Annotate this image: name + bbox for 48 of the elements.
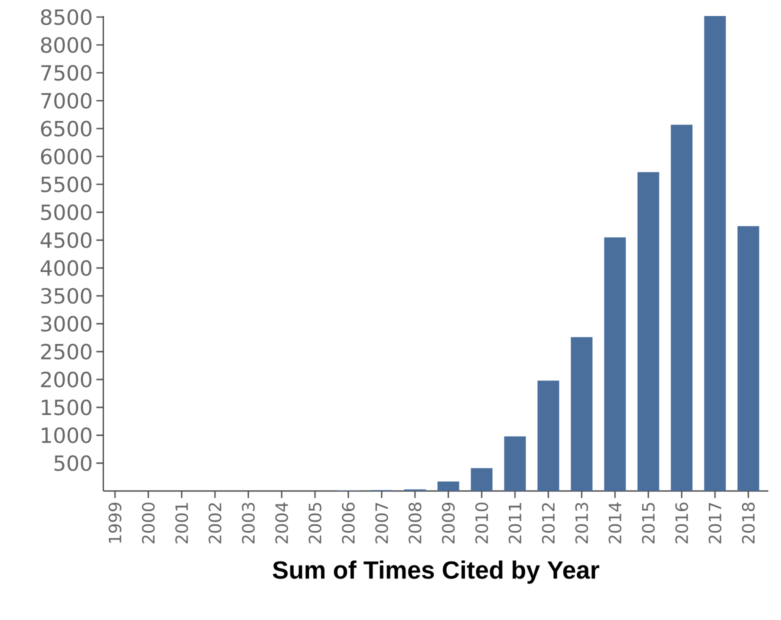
y-tick-label: 8000 bbox=[41, 37, 92, 53]
y-tick-label: 3000 bbox=[41, 316, 92, 332]
x-tick-label: 2004 bbox=[275, 502, 288, 544]
x-tick-label: 1999 bbox=[108, 502, 122, 543]
y-tick-label: 2000 bbox=[41, 372, 92, 388]
x-tick-label: 2012 bbox=[542, 503, 555, 544]
y-tick-label: 7500 bbox=[41, 64, 92, 81]
x-tick-label: 2000 bbox=[142, 502, 155, 544]
y-tick-label: 7000 bbox=[41, 92, 92, 109]
y-tick-label: 3500 bbox=[41, 288, 92, 304]
x-tick-label: 2002 bbox=[208, 503, 222, 544]
x-tick-label: 2014 bbox=[608, 502, 622, 544]
bar bbox=[438, 482, 460, 491]
bar bbox=[504, 436, 526, 491]
bar bbox=[670, 124, 693, 491]
x-tick-label: 2009 bbox=[442, 502, 455, 544]
x-tick-label: 2007 bbox=[375, 502, 388, 544]
y-tick-label: 5500 bbox=[41, 176, 92, 192]
x-tick-label: 2001 bbox=[175, 503, 188, 544]
y-tick-label: 6500 bbox=[41, 120, 92, 137]
x-tick-label: 2003 bbox=[242, 502, 255, 544]
y-tick-label: 1500 bbox=[42, 399, 92, 416]
x-tick-label: 2006 bbox=[342, 502, 355, 544]
x-tick-label: 2018 bbox=[742, 502, 755, 544]
bar bbox=[738, 226, 760, 491]
bar bbox=[604, 237, 626, 491]
x-tick-label: 2016 bbox=[675, 502, 688, 544]
bar bbox=[704, 16, 726, 491]
y-tick-label: 6000 bbox=[41, 148, 92, 164]
x-tick-label: 2017 bbox=[708, 502, 722, 544]
y-tick-label: 2500 bbox=[41, 344, 92, 360]
y-tick-label: 4500 bbox=[40, 232, 92, 248]
y-tick-label: 5000 bbox=[41, 204, 92, 220]
x-tick-label: 2011 bbox=[508, 503, 522, 544]
text: Sum of Times Cited by Year bbox=[272, 560, 600, 584]
bar bbox=[570, 337, 593, 491]
x-tick-label: 2013 bbox=[575, 502, 588, 544]
y-tick-label: 8500 bbox=[41, 9, 92, 26]
x-tick-label: 2005 bbox=[308, 502, 322, 544]
bar bbox=[538, 380, 560, 491]
x-tick-label: 2008 bbox=[408, 502, 422, 544]
bar bbox=[470, 468, 493, 491]
y-tick-label: 500 bbox=[54, 455, 92, 472]
y-tick-label: 1000 bbox=[42, 427, 92, 444]
y-tick-label: 4000 bbox=[40, 260, 92, 276]
x-tick-label: 2010 bbox=[475, 502, 488, 544]
x-tick-label: 2015 bbox=[642, 502, 655, 544]
bar bbox=[638, 172, 660, 491]
